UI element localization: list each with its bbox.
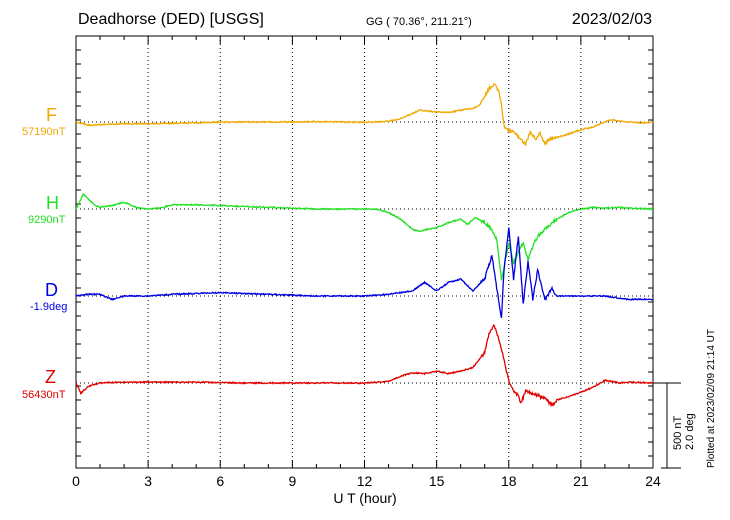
series-line-z [75, 324, 654, 408]
x-tick-label: 6 [216, 473, 224, 489]
plotted-timestamp: Plotted at 2023/02/09 21:14 UT [706, 329, 717, 468]
scale-label-nt: 500 nT [672, 415, 684, 450]
series-line-f [75, 83, 654, 147]
chart-date: 2023/02/03 [571, 11, 652, 28]
series-name-z: Z [45, 367, 56, 387]
series-name-h: H [46, 193, 59, 213]
x-axis-label: U T (hour) [333, 490, 397, 506]
chart-title: Deadhorse (DED) [USGS] [78, 11, 264, 28]
x-tick-label: 9 [288, 473, 296, 489]
series-baseline-h: 9290nT [28, 214, 66, 226]
series-line-d [75, 227, 654, 318]
x-tick-label: 0 [72, 473, 80, 489]
station-coordinates: GG ( 70.36°, 211.21°) [366, 16, 472, 28]
series-line-h [75, 193, 654, 281]
x-tick-label: 18 [501, 473, 517, 489]
series-name-f: F [46, 105, 57, 125]
x-tick-label: 15 [429, 473, 445, 489]
x-tick-label: 21 [573, 473, 589, 489]
x-tick-label: 24 [645, 473, 661, 489]
x-tick-label: 3 [144, 473, 152, 489]
series-baseline-f: 57190nT [22, 126, 66, 138]
series-name-d: D [45, 280, 58, 300]
series-baseline-d: -1.9deg [30, 301, 68, 313]
x-tick-label: 12 [357, 473, 373, 489]
scale-label-deg: 2.0 deg [684, 413, 696, 450]
series-baseline-z: 56430nT [22, 389, 66, 401]
